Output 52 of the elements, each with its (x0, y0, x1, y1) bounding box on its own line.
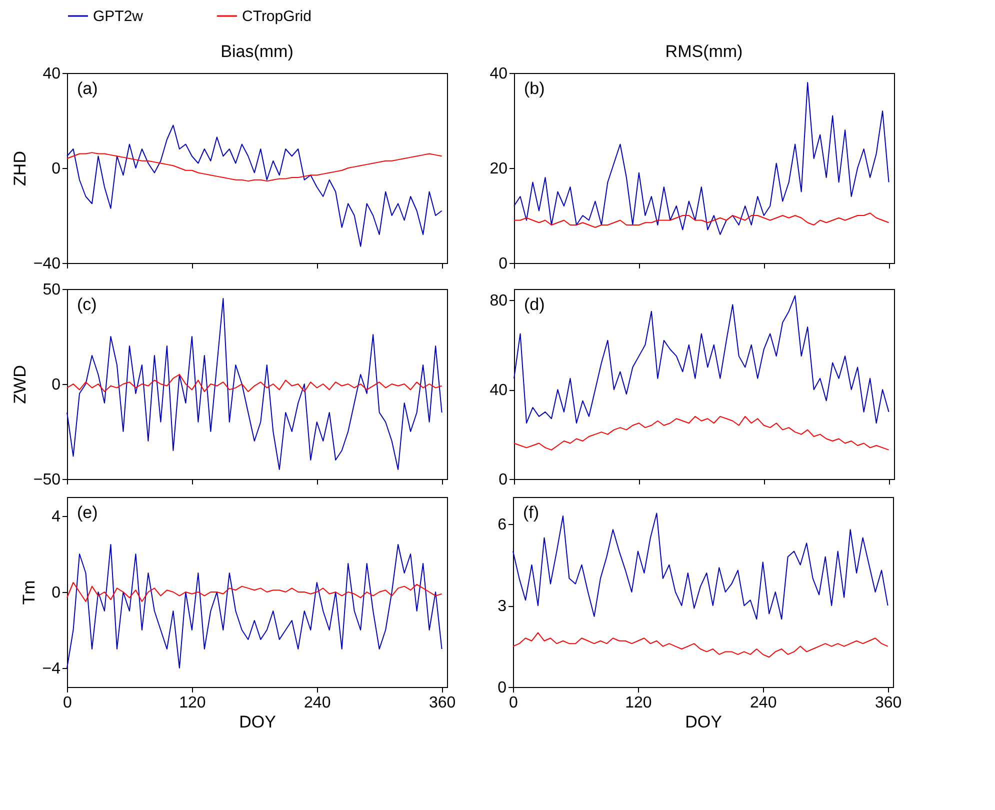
x-tick-label: 120 (625, 694, 652, 712)
y-tick-label: 0 (52, 160, 61, 178)
legend-label: CTropGrid (242, 8, 312, 25)
annotation: (d) (524, 295, 545, 314)
annotation: (f) (523, 503, 540, 522)
y-tick-label: 40 (490, 382, 508, 400)
y-tick-label: 0 (52, 584, 61, 602)
y-tick-label: 40 (490, 66, 508, 82)
x-tick-label: 0 (509, 694, 518, 712)
line-series (514, 212, 890, 228)
y-axis-title: ZWD (10, 365, 30, 404)
y-tick-label: 3 (498, 598, 507, 616)
line-series (514, 416, 890, 450)
legend-label: GPT2w (93, 8, 144, 25)
line-series (514, 82, 890, 235)
x-tick-label: 120 (179, 694, 206, 712)
x-tick-label: 240 (304, 694, 331, 712)
y-tick-label: 80 (490, 292, 508, 310)
y-tick-label: −4 (42, 660, 61, 678)
y-axis-title: Tm (19, 580, 38, 605)
x-axis-title: DOY (685, 712, 722, 732)
line-series (66, 152, 442, 182)
y-tick-label: 20 (490, 160, 508, 178)
y-tick-label: −40 (33, 256, 61, 272)
annotation: (a) (77, 79, 98, 98)
y-tick-label: 0 (498, 680, 507, 696)
line-series (66, 298, 442, 470)
y-tick-label: 4 (52, 508, 61, 526)
x-tick-label: 360 (428, 694, 456, 712)
y-tick-label: 0 (498, 472, 508, 488)
x-axis-title: DOY (239, 712, 276, 732)
line-series (514, 295, 890, 424)
line-series (66, 374, 442, 392)
annotation: (c) (77, 295, 97, 314)
y-tick-label: 50 (42, 282, 61, 298)
y-tick-label: 0 (498, 256, 508, 272)
y-tick-label: −50 (33, 472, 61, 488)
line-series (512, 632, 888, 658)
y-tick-label: 0 (52, 376, 61, 394)
y-tick-label: 6 (498, 516, 507, 534)
x-tick-label: 240 (750, 694, 777, 712)
chart-title: RMS(mm) (665, 42, 743, 61)
y-axis-title: ZHD (10, 151, 30, 186)
x-tick-label: 0 (63, 694, 72, 712)
annotation: (b) (524, 79, 545, 98)
annotation: (e) (77, 503, 98, 522)
chart-title: Bias(mm) (220, 42, 294, 61)
line-series (66, 544, 442, 668)
y-tick-label: 40 (42, 66, 61, 82)
x-tick-label: 360 (874, 694, 902, 712)
line-series (66, 582, 442, 602)
line-series (66, 124, 442, 247)
